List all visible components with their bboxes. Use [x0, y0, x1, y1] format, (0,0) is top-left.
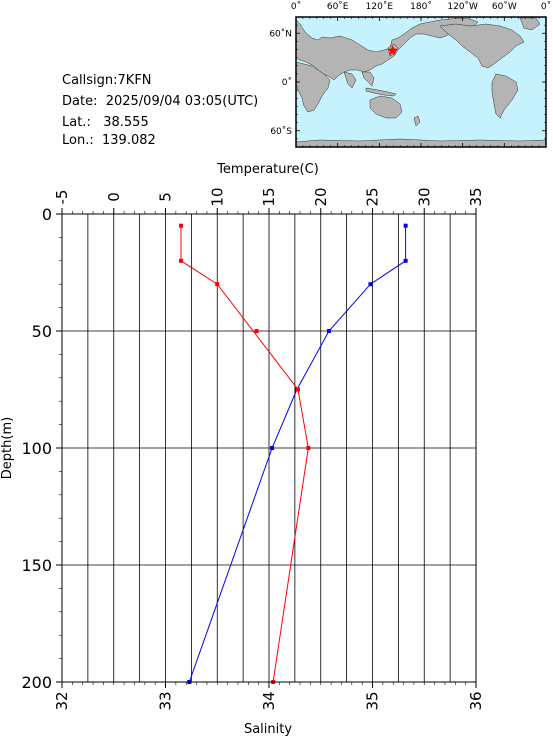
- station-marker: [387, 45, 398, 56]
- map-lon-label: 60˚E: [327, 1, 349, 12]
- south-asia: [343, 71, 357, 89]
- salinity-point: [215, 282, 220, 287]
- map-lat-label: 60˚S: [270, 126, 292, 137]
- depth-tick-label: 200: [21, 673, 52, 692]
- temperature-point: [270, 446, 275, 450]
- callsign-label: Callsign:: [62, 73, 118, 88]
- north-america: [439, 23, 525, 69]
- temperature-tick-label: -5: [53, 190, 71, 205]
- temperature-tick-label: 25: [364, 187, 382, 206]
- map-lon-label: 60˚W: [492, 1, 517, 12]
- salinity-point: [179, 258, 184, 263]
- temperature-point: [403, 258, 408, 263]
- salinity-point: [179, 223, 184, 228]
- depth-tick-label: 100: [21, 439, 52, 458]
- lon-line: Lon.: 139.082: [62, 133, 156, 148]
- map-lon-label: 0˚: [291, 1, 301, 12]
- depth-tick-label: 0: [42, 205, 52, 224]
- temperature-tick-label: 5: [157, 192, 175, 202]
- salinity-point: [254, 329, 259, 333]
- date-value: 2025/09/04 03:05(UTC): [105, 94, 259, 109]
- world-map: 0˚ 60˚E 120˚E 180˚ 120˚W 60˚W 0˚ 60˚N 0˚ 60˚S: [269, 1, 551, 148]
- map-land: [295, 17, 547, 148]
- map-lon-label: 0˚: [541, 1, 551, 12]
- salinity-tick-label: 34: [260, 691, 278, 710]
- new-zealand: [413, 115, 421, 127]
- lat-line: Lat.: 38.555: [62, 115, 149, 130]
- callsign-value: 7KFN: [117, 73, 152, 88]
- salinity-tick-label: 33: [157, 691, 175, 710]
- map-lat-label: 0˚: [282, 77, 292, 88]
- greenland: [519, 17, 541, 31]
- salinity-point: [295, 387, 300, 392]
- temperature-point: [403, 223, 408, 228]
- lon-value: 139.082: [102, 133, 156, 148]
- map-lon-label: 120˚E: [366, 1, 394, 12]
- date-label: Date:: [62, 94, 98, 109]
- africa: [295, 61, 331, 113]
- lon-label: Lon.:: [62, 133, 94, 148]
- salinity-line: [180, 225, 309, 683]
- temperature-tick-label: 15: [260, 187, 278, 206]
- date-line: Date: 2025/09/04 03:05(UTC): [62, 94, 258, 109]
- depth-tick-label: 150: [21, 556, 52, 575]
- lat-value: 38.555: [103, 115, 149, 130]
- callsign-line: Callsign:7KFN: [62, 73, 152, 88]
- map-ticks: 0˚ 60˚E 120˚E 180˚ 120˚W 60˚W 0˚ 60˚N 0˚ 60˚S: [269, 1, 551, 148]
- map-lon-label: 180˚: [410, 1, 432, 12]
- temperature-tick-label: 0: [105, 192, 123, 202]
- series-layer: [179, 223, 408, 684]
- temperature-axis-title: Temperature(C): [216, 162, 319, 177]
- salinity-tick-label: 35: [364, 691, 382, 710]
- temperature-tick-label: 10: [208, 187, 226, 206]
- lat-label: Lat.:: [62, 115, 91, 130]
- temperature-point: [368, 282, 373, 287]
- temperature-tick-label: 20: [312, 187, 330, 206]
- map-lon-label: 120˚W: [447, 1, 478, 12]
- salinity-tick-label: 36: [467, 691, 485, 710]
- australia: [369, 95, 403, 119]
- temperature-tick-label: 35: [467, 187, 485, 206]
- station-star-icon: [387, 45, 398, 56]
- southeast-asia: [361, 71, 375, 87]
- depth-tick-label: 50: [32, 322, 52, 341]
- map-lat-label: 60˚N: [269, 28, 292, 39]
- salinity-axis-title: Salinity: [244, 722, 292, 736]
- temperature-tick-label: 30: [415, 187, 433, 206]
- salinity-point: [306, 446, 311, 450]
- indonesia: [365, 87, 397, 97]
- temperature-point: [327, 329, 332, 333]
- south-america: [491, 73, 519, 119]
- salinity-tick-label: 32: [53, 691, 71, 710]
- depth-axis-title: Depth(m): [0, 417, 15, 479]
